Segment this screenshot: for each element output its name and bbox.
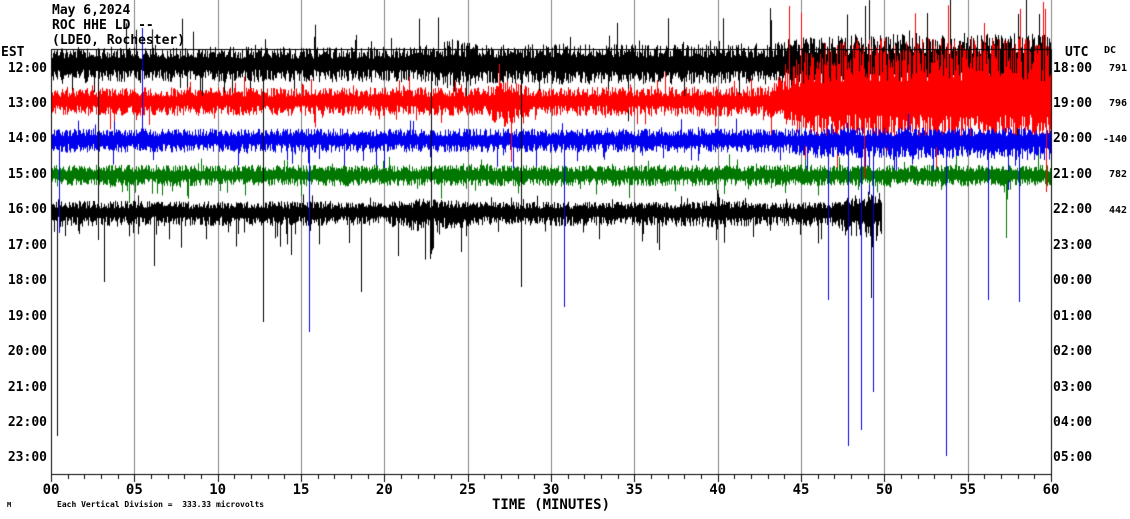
utc-hour-label: 04:00 bbox=[1053, 415, 1093, 430]
x-tick-label: 35 bbox=[625, 482, 643, 498]
header-network: (LDEO, Rochester) bbox=[52, 33, 186, 48]
est-hour-label: 21:00 bbox=[7, 379, 47, 395]
utc-hour-label: 19:00 bbox=[1053, 95, 1093, 111]
x-tick-label: 30 bbox=[542, 482, 560, 498]
dc-value: 442 bbox=[1108, 204, 1127, 216]
utc-hour-label: 05:00 bbox=[1053, 450, 1093, 466]
utc-hour-label: 00:00 bbox=[1053, 273, 1093, 289]
utc-hour-label: 21:00 bbox=[1053, 166, 1093, 182]
x-tick-label: 50 bbox=[875, 482, 893, 498]
utc-hour-label: 20:00 bbox=[1053, 131, 1093, 147]
x-tick-label: 10 bbox=[209, 482, 227, 498]
scale-footnote: Each Vertical Division = 333.33 microvol… bbox=[57, 500, 265, 509]
dc-value: 791 bbox=[1108, 63, 1127, 74]
est-axis-label: EST bbox=[1, 45, 25, 60]
x-axis-title: TIME (MINUTES) bbox=[491, 497, 611, 513]
utc-hour-label: 18:00 bbox=[1053, 60, 1093, 76]
est-hour-label: 17:00 bbox=[7, 237, 47, 253]
est-hour-label: 15:00 bbox=[7, 166, 47, 182]
x-tick-label: 40 bbox=[709, 482, 727, 498]
utc-hour-label: 22:00 bbox=[1053, 202, 1093, 218]
header-station: ROC HHE LD -- bbox=[52, 18, 154, 33]
est-hour-label: 23:00 bbox=[7, 450, 47, 466]
header-date: May 6,2024 bbox=[52, 3, 131, 18]
x-tick-label: 20 bbox=[375, 482, 393, 498]
dc-column-label: DC bbox=[1104, 45, 1117, 56]
dc-value: 782 bbox=[1108, 169, 1127, 181]
utc-hour-label: 23:00 bbox=[1053, 237, 1093, 253]
watermark-glyph: M bbox=[7, 501, 12, 509]
x-tick-label: 55 bbox=[959, 482, 977, 498]
est-hour-label: 13:00 bbox=[7, 95, 47, 111]
est-hour-label: 19:00 bbox=[7, 308, 47, 324]
utc-hour-label: 02:00 bbox=[1053, 344, 1093, 360]
est-hour-label: 18:00 bbox=[7, 273, 47, 289]
utc-hour-label: 03:00 bbox=[1053, 379, 1093, 395]
utc-hour-label: 01:00 bbox=[1053, 308, 1093, 324]
x-tick-label: 15 bbox=[292, 482, 310, 498]
x-tick-label: 45 bbox=[792, 482, 810, 498]
utc-axis-label: UTC bbox=[1065, 45, 1089, 60]
x-tick-label: 00 bbox=[42, 482, 60, 498]
est-hour-label: 14:00 bbox=[7, 131, 47, 147]
x-tick-label: 25 bbox=[459, 482, 477, 498]
x-tick-label: 05 bbox=[125, 482, 143, 498]
est-hour-label: 22:00 bbox=[7, 415, 47, 430]
est-hour-label: 20:00 bbox=[7, 344, 47, 360]
est-hour-label: 16:00 bbox=[7, 202, 47, 218]
x-tick-label: 60 bbox=[1042, 482, 1060, 498]
dc-value: -140 bbox=[1102, 133, 1127, 145]
dc-value: 796 bbox=[1108, 98, 1127, 110]
est-hour-label: 12:00 bbox=[7, 60, 47, 76]
